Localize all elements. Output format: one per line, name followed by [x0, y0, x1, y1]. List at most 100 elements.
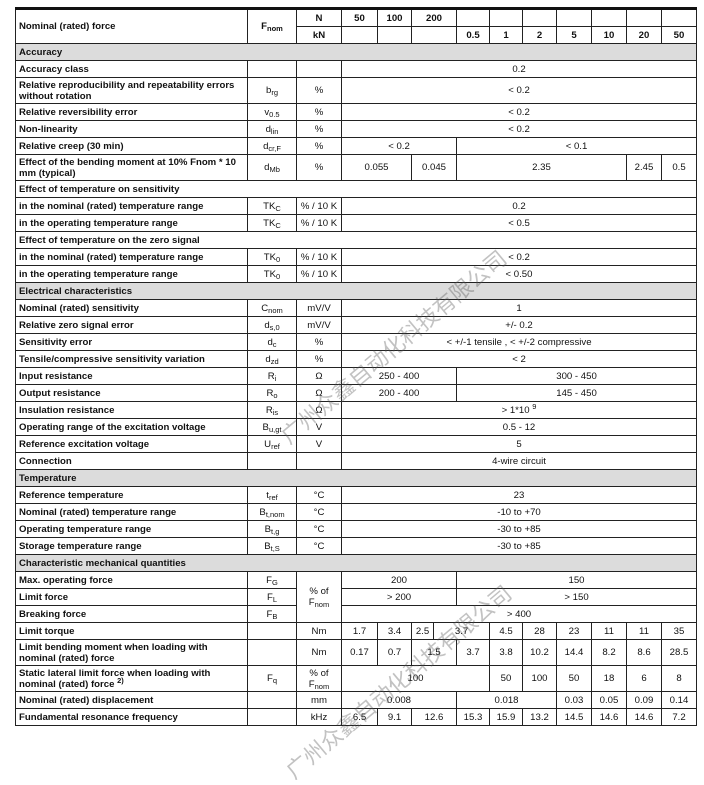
row-label: Relative reproducibility and repeatabili… [15, 77, 248, 104]
unit-text: Ω [315, 387, 323, 399]
empty-cell [410, 26, 458, 44]
section-title: Electrical characteristics [14, 282, 698, 300]
row-unit: Nm [296, 639, 342, 666]
row-label-text: Operating temperature range [19, 523, 152, 535]
row-unit: Nm [296, 622, 342, 640]
row-label-text: Limit torque [19, 625, 75, 637]
row-unit: % [296, 333, 342, 351]
row-label: Output resistance [15, 384, 248, 402]
row-unit: Ω [296, 367, 342, 385]
value-cell: 5 [340, 435, 698, 453]
unit-text: Nm [311, 647, 327, 658]
symbol-text: C [261, 302, 269, 314]
symbol-sub: c [272, 339, 277, 349]
unit-text: V [315, 421, 323, 433]
symbol-sub: zd [270, 356, 279, 366]
table-row: Limit force FL > 200 > 150 [15, 588, 698, 606]
unit-sub: nom [314, 600, 330, 609]
empty-cell [626, 7, 663, 27]
row-symbol: dlin [247, 120, 297, 138]
row-label: Reference excitation voltage [15, 435, 248, 453]
row-symbol: Bt,g [247, 520, 297, 538]
value-text: 0.5 [672, 162, 686, 173]
unit-text-2: F [308, 678, 315, 690]
row-label-text: Static lateral limit force when loading … [19, 667, 211, 690]
value-text: 1.5 [427, 647, 441, 658]
unit-n: N [296, 7, 342, 27]
row-label-text: Fundamental resonance frequency [19, 711, 178, 723]
row-symbol: TK0 [247, 248, 297, 266]
row-unit: V [296, 418, 342, 436]
symbol-sub: is [272, 407, 279, 417]
row-label-text: Storage temperature range [19, 540, 142, 552]
value-text: < 2 [512, 353, 526, 365]
value-cell: 0.14 [661, 691, 698, 709]
row-label-text: in the nominal (rated) temperature range [19, 251, 204, 263]
unit-text: % / 10 K [300, 200, 338, 212]
row-unit: Ω [296, 401, 342, 419]
value-text: 14.4 [564, 647, 584, 658]
n-value: 100 [377, 7, 412, 27]
unit-text: mV/V [307, 319, 331, 331]
value-cell: < 0.1 [456, 137, 698, 155]
table-row: in the operating temperature range TK0% /… [15, 265, 698, 283]
value-cell: 12.6 [410, 708, 458, 726]
value-cell: 15.9 [489, 708, 524, 726]
value-text: 200 - 400 [378, 387, 420, 399]
unit-text: % [314, 336, 324, 348]
row-symbol: dzd [247, 350, 297, 368]
value-text: 300 - 450 [556, 370, 597, 382]
row-label-text: Nominal (rated) displacement [19, 694, 154, 706]
symbol-text: TK [263, 200, 276, 212]
value-cell: 300 - 450 [456, 367, 698, 385]
table-row: Connection 4-wire circuit [15, 452, 698, 470]
value-text: +/- 0.2 [505, 319, 533, 331]
symbol-sub: t,nom [265, 509, 285, 519]
row-label-text: Breaking force [19, 608, 87, 620]
value-cell: 23 [556, 622, 593, 640]
row-label-text: Limit bending moment when loading with n… [19, 641, 208, 664]
value-cell: 8 [661, 665, 698, 692]
row-label-text: Effect of the bending moment at 10% Fnom… [19, 156, 236, 179]
row-label: Breaking force [15, 605, 248, 623]
row-symbol: Fq [247, 665, 297, 692]
value-cell: 0.045 [410, 154, 458, 181]
value-cell: < 0.2 [340, 103, 698, 121]
symbol-sub: G [272, 577, 278, 587]
value-text: 1 [516, 302, 522, 314]
row-label: Max. operating force [15, 571, 248, 589]
value-cell: < 0.2 [340, 77, 698, 104]
value-text: 8 [676, 673, 682, 684]
value-cell: 0.7 [377, 639, 412, 666]
value-cell: -30 to +85 [340, 537, 698, 555]
value-text: < 0.2 [388, 140, 410, 152]
empty-cell [377, 26, 412, 44]
row-label: Effect of the bending moment at 10% Fnom… [15, 154, 248, 181]
unit-text: Ω [315, 404, 323, 416]
value-text: 250 - 400 [378, 370, 420, 382]
value-cell: 11 [591, 622, 628, 640]
value-text: 28.5 [669, 647, 689, 658]
row-symbol: dc [247, 333, 297, 351]
row-label-text: Output resistance [19, 387, 101, 399]
row-label: Non-linearity [15, 120, 248, 138]
value-sup: 9 [532, 401, 537, 411]
unit-text: Ω [315, 370, 323, 382]
empty-cell [556, 7, 593, 27]
value-cell: < 0.2 [340, 248, 698, 266]
value-text: 13.2 [530, 711, 549, 723]
symbol-sub: lin [270, 126, 279, 136]
value-text: 23 [568, 625, 580, 637]
value-cell: 200 - 400 [340, 384, 458, 402]
symbol-text: R [267, 370, 275, 382]
value-text: < 0.5 [508, 217, 530, 229]
value-cell: -30 to +85 [340, 520, 698, 538]
section-row: Characteristic mechanical quantities [14, 554, 698, 572]
row-label: in the nominal (rated) temperature range [15, 248, 248, 266]
row-unit: % / 10 K [296, 248, 342, 266]
table-row: Fundamental resonance frequency kHz 6.5 9.1… [15, 708, 698, 726]
row-unit: °C [296, 520, 342, 538]
section-title: Effect of temperature on the zero signal [14, 231, 698, 249]
table-row: Tensile/compressive sensitivity variatio… [15, 350, 698, 368]
table-row: in the nominal (rated) temperature range… [15, 248, 698, 266]
